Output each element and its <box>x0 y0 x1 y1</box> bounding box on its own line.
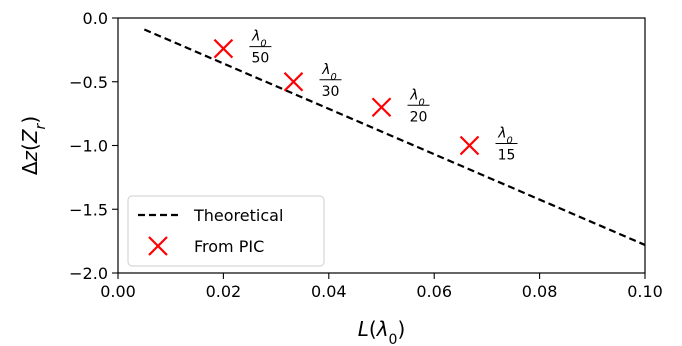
legend-marker-swatch <box>148 236 168 256</box>
legend: Theoretical From PIC <box>127 195 325 267</box>
x-tick-label: 0.06 <box>416 282 452 301</box>
x-tick-label: 0.08 <box>522 282 558 301</box>
x-tick-label: 0.02 <box>206 282 242 301</box>
x-tick-label: 0.00 <box>100 282 136 301</box>
point-label-numerator: λ0 <box>497 126 513 147</box>
pic-point <box>283 71 304 92</box>
pic-point <box>371 97 392 118</box>
axis-ticks: 0.00 0.02 0.04 0.06 0.08 0.10 0.0 −0.5 −1.0 −1.5 −… <box>69 9 663 301</box>
x-tick-label: 0.10 <box>627 282 663 301</box>
y-tick-label: −0.5 <box>69 73 108 92</box>
pic-point-stroke <box>459 135 480 156</box>
y-tick-label: −1.0 <box>69 137 108 156</box>
pic-point <box>459 135 480 156</box>
pic-point <box>213 38 234 59</box>
theoretical-line <box>143 28 646 246</box>
point-label-denominator: 30 <box>322 84 340 100</box>
pic-point-stroke <box>283 71 304 92</box>
point-label-numerator: λ0 <box>321 62 337 83</box>
point-label-numerator: λ0 <box>409 87 425 108</box>
x-tick-label: 0.04 <box>311 282 347 301</box>
y-tick-label: −1.5 <box>69 200 108 219</box>
legend-label-theoretical: Theoretical <box>193 206 283 225</box>
point-label-denominator: 50 <box>251 51 269 67</box>
axis-labels: L(λ0) Δz(Zr) <box>18 116 405 346</box>
y-tick-label: −2.0 <box>69 264 108 283</box>
point-label-denominator: 15 <box>498 148 516 164</box>
pic-point-stroke <box>371 97 392 118</box>
legend-box <box>127 195 325 267</box>
x-axis-label: L(λ0) <box>358 317 406 346</box>
pic-point-stroke <box>213 38 234 59</box>
y-tick-label: 0.0 <box>83 9 108 28</box>
legend-label-pic: From PIC <box>194 237 264 256</box>
point-label-numerator: λ0 <box>251 29 267 50</box>
y-axis-label: Δz(Zr) <box>18 116 49 175</box>
point-label-denominator: 20 <box>410 109 428 125</box>
